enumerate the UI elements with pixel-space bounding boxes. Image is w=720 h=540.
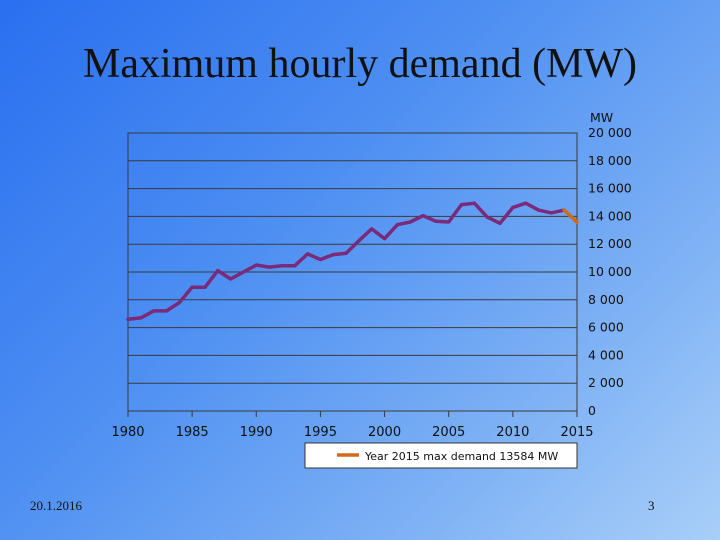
data-point [434,219,438,223]
y-tick-label: 18 000 [588,153,632,168]
data-point [177,300,181,305]
data-point [382,237,387,241]
y-tick-label: 14 000 [588,208,632,223]
data-point [216,269,220,273]
x-tick-label: 1985 [176,425,209,440]
y-tick-label: 2 000 [588,375,624,390]
y-tick-label: 8 000 [588,292,624,307]
x-tick-label: 1980 [111,425,144,440]
data-point [280,264,284,268]
data-point [575,220,579,224]
slide-title: Maximum hourly demand (MW) [82,41,638,87]
y-tick-label: 6 000 [588,320,624,335]
series-line [562,208,579,224]
data-point [293,264,297,268]
data-point [241,270,246,274]
data-point [318,257,323,262]
slide-page-number: 3 [648,498,655,513]
data-point [344,251,348,255]
data-point [164,309,169,313]
y-tick-label: 4 000 [588,347,624,362]
data-point [267,265,271,269]
slide-date: 20.1.2016 [30,498,82,513]
data-point [229,277,233,281]
y-tick-label: 12 000 [588,236,632,251]
data-point [190,285,194,289]
data-point [511,205,515,209]
y-tick-label: 16 000 [588,181,632,196]
x-tick-label: 1995 [304,425,337,440]
x-tick-label: 1990 [240,425,273,440]
legend-label: Year 2015 max demand 13584 MW [364,450,558,463]
data-point [152,309,156,313]
data-point [254,263,258,267]
data-point [421,214,425,218]
data-point [524,201,528,205]
y-tick-label: 0 [588,403,596,418]
data-point [395,223,399,227]
data-point [139,316,143,320]
data-point [357,239,361,243]
data-point [203,285,207,289]
data-point [498,221,502,225]
data-point [472,201,476,205]
data-point [331,253,335,257]
data-point [549,211,553,215]
x-tick-label: 2000 [368,425,401,440]
x-tick-label: 2010 [496,425,529,440]
y-axis-label: MW [590,110,613,125]
series-line [126,201,566,322]
data-point [459,202,464,207]
data-point [562,208,566,212]
data-point [447,220,451,224]
data-point [536,208,541,212]
x-tick-label: 2015 [560,425,593,440]
data-point [408,220,412,224]
y-tick-label: 10 000 [588,264,632,279]
data-point [485,215,489,219]
x-tick-label: 2005 [432,425,465,440]
data-point [370,227,374,231]
y-tick-label: 20 000 [588,125,632,140]
data-point [126,317,130,321]
data-point [306,252,310,256]
